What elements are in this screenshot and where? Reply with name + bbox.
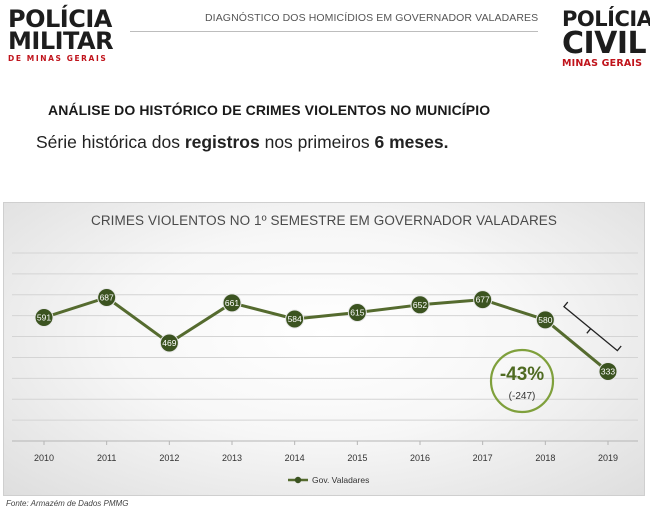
x-tick-label: 2011 [97,453,116,463]
pm-logo: POLÍCIA MILITAR DE MINAS GERAIS [8,5,128,63]
header-divider [130,31,538,32]
subtitle-bold2: 6 meses. [374,132,449,152]
data-label: 584 [288,314,302,324]
x-tick-label: 2018 [535,453,555,463]
x-tick-label: 2015 [347,453,367,463]
data-label: 469 [162,338,176,348]
data-point [347,303,367,323]
x-tick-label: 2013 [222,453,242,463]
data-label: 580 [538,315,552,325]
legend-label: Gov. Valadares [312,475,369,485]
pc-logo-line3: MINAS GERAIS [562,58,643,69]
x-tick-label: 2012 [159,453,179,463]
annotation-bracket [563,301,622,352]
series-line [43,295,609,373]
annotation-absolute: (-247) [509,391,536,402]
data-point [410,295,430,315]
pc-logo-line1: POLÍCIA [562,7,650,31]
line-chart: 2010 2011 2012 2013 2014 2015 2016 2017 2018 2019… [12,252,638,485]
data-point [222,293,242,313]
x-tick-label: 2019 [598,453,618,463]
pm-logo-line3: DE MINAS GERAIS [8,54,108,63]
data-point [34,308,54,328]
x-tick-label: 2016 [410,453,430,463]
data-point [535,310,555,330]
x-tick-label: 2014 [285,453,305,463]
x-tick-label: 2017 [473,453,493,463]
data-point [598,361,618,381]
data-label: 677 [476,295,490,305]
pm-logo-line2: MILITAR [8,27,114,55]
pm-logo-line1: POLÍCIA [8,5,112,33]
subtitle-part1: Série histórica dos [36,132,185,152]
pc-logo-line2: CIVIL [562,26,647,61]
chart-title: CRIMES VIOLENTOS NO 1º SEMESTRE EM GOVER… [90,213,558,228]
data-point [159,333,179,353]
data-label: 615 [350,308,364,318]
data-label: 652 [413,300,427,310]
source-note: Fonte: Armazém de Dados PMMG [6,499,129,508]
x-tick-label: 2010 [34,453,54,463]
subtitle: Série histórica dos registros nos primei… [36,132,448,153]
subtitle-part2: nos primeiros [259,132,375,152]
chart-container: CRIMES VIOLENTOS NO 1º SEMESTRE EM GOVER… [3,202,645,496]
subtitle-bold1: registros [184,132,260,152]
header-title: DIAGNÓSTICO DOS HOMICÍDIOS EM GOVERNADOR… [205,12,539,24]
legend-swatch-marker [294,476,302,484]
data-point [473,290,493,310]
data-label: 687 [100,292,114,302]
data-point [285,309,305,329]
data-point [97,287,117,307]
annotation-bracket-tick [586,328,592,334]
data-label: 333 [601,366,615,376]
annotation-percent: -43% [500,364,544,385]
pc-logo: POLÍCIA CIVIL MINAS GERAIS [562,7,650,69]
data-label: 661 [225,298,239,308]
data-label: 591 [37,313,51,323]
section-title: ANÁLISE DO HISTÓRICO DE CRIMES VIOLENTOS… [48,102,491,118]
annotation-circle [489,348,555,414]
